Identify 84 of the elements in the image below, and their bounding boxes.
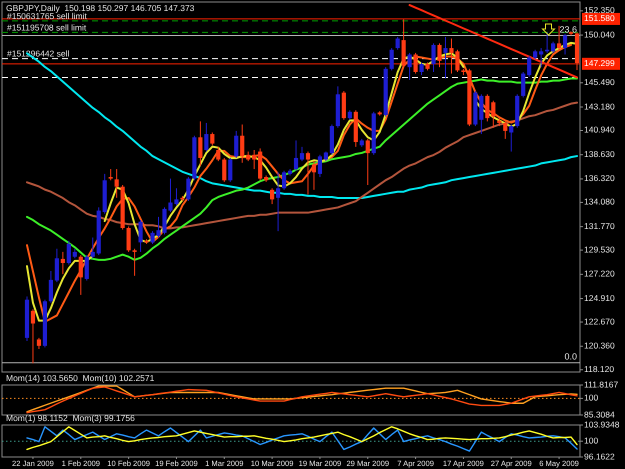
y-tick-label: 136.320 (584, 173, 615, 184)
ref-line-label: #151195708 sell limit (7, 22, 87, 32)
candlestick (150, 230, 155, 244)
candlestick (479, 94, 484, 135)
candlestick (108, 168, 113, 181)
candlestick (318, 154, 322, 178)
candlestick (366, 138, 370, 186)
y-tick-label: 129.530 (584, 244, 615, 254)
candlestick (114, 168, 119, 198)
ref-line-label: 151.580 (584, 13, 615, 24)
candlestick (455, 49, 460, 72)
candlestick (408, 52, 412, 80)
candlestick (503, 120, 508, 140)
candlestick (78, 254, 83, 296)
chart-title: GBPJPY,Daily 150.198 150.297 146.705 147.373 (6, 3, 195, 13)
candlestick (509, 124, 514, 152)
ref-line-label: #151296442 sell (7, 48, 70, 59)
y-tick-label: 85.3084 (584, 409, 615, 420)
y-tick-label: 134.080 (584, 196, 615, 207)
candlestick (216, 146, 220, 162)
candlestick (282, 170, 286, 190)
y-tick-label: 96.1622 (584, 451, 615, 462)
candlestick (312, 160, 316, 190)
candlestick (348, 110, 352, 120)
candlestick (48, 270, 53, 304)
y-tick-label: 122.670 (584, 316, 615, 326)
candlestick (132, 248, 137, 276)
y-tick-label: 152.350 (584, 5, 615, 16)
candlestick (60, 251, 65, 275)
y-tick-label: 138.630 (584, 148, 615, 159)
candlestick (126, 226, 131, 252)
y-tick-label: 100 (584, 392, 598, 403)
ref-line-label: 147.299 (584, 58, 615, 68)
line-series (408, 4, 578, 78)
candlestick (156, 216, 161, 238)
y-tick-label: 140.940 (584, 124, 615, 135)
candlestick (36, 337, 42, 350)
candlestick (54, 248, 59, 283)
candlestick (222, 157, 226, 182)
candlestick (551, 41, 556, 54)
candlestick (276, 172, 280, 232)
candlestick (270, 188, 274, 205)
annotation: 0.0 (564, 352, 577, 362)
candlestick (30, 308, 36, 364)
y-tick-label: 118.120 (584, 364, 614, 374)
candlestick (138, 220, 143, 252)
candlestick (186, 176, 190, 202)
annotation: 23.6 (559, 24, 577, 34)
y-tick-label: 120.360 (584, 340, 615, 351)
candlestick (431, 42, 436, 72)
candlestick (419, 62, 424, 76)
y-tick-label: 131.770 (584, 220, 615, 231)
candlestick (390, 48, 394, 71)
candlestick (437, 42, 442, 68)
y-tick-label: 143.180 (584, 101, 615, 112)
candlestick (545, 32, 550, 54)
candlestick (562, 33, 568, 55)
candlestick (168, 178, 173, 213)
y-tick-label: 127.220 (584, 268, 615, 279)
chart-title: Mom(14) 103.5650 Mom(10) 102.2571 (6, 373, 155, 383)
y-tick-label: 111.8167 (584, 379, 618, 390)
candlestick (396, 36, 400, 50)
candlestick (324, 151, 328, 162)
y-tick-label: 145.490 (584, 77, 615, 88)
y-tick-label: 124.910 (584, 292, 615, 303)
chart-title: Mom(1) 98.1152 Mom(3) 99.1756 (6, 413, 136, 423)
candlestick (198, 120, 202, 166)
candlestick (162, 206, 167, 235)
candlestick (294, 140, 298, 172)
candlestick (228, 157, 232, 182)
candlestick (556, 25, 562, 50)
candlestick (443, 36, 448, 79)
y-tick-label: 103.9348 (584, 419, 620, 430)
candlestick (174, 188, 179, 206)
y-tick-label: 150.040 (584, 29, 615, 40)
candlestick (84, 254, 89, 282)
candlestick (300, 146, 304, 162)
candlestick (414, 52, 418, 74)
candlestick (210, 132, 214, 146)
candlestick (234, 130, 238, 158)
candlestick (204, 122, 208, 152)
candlestick (306, 151, 310, 196)
candlestick (449, 38, 454, 74)
y-tick-label: 100 (584, 435, 598, 446)
